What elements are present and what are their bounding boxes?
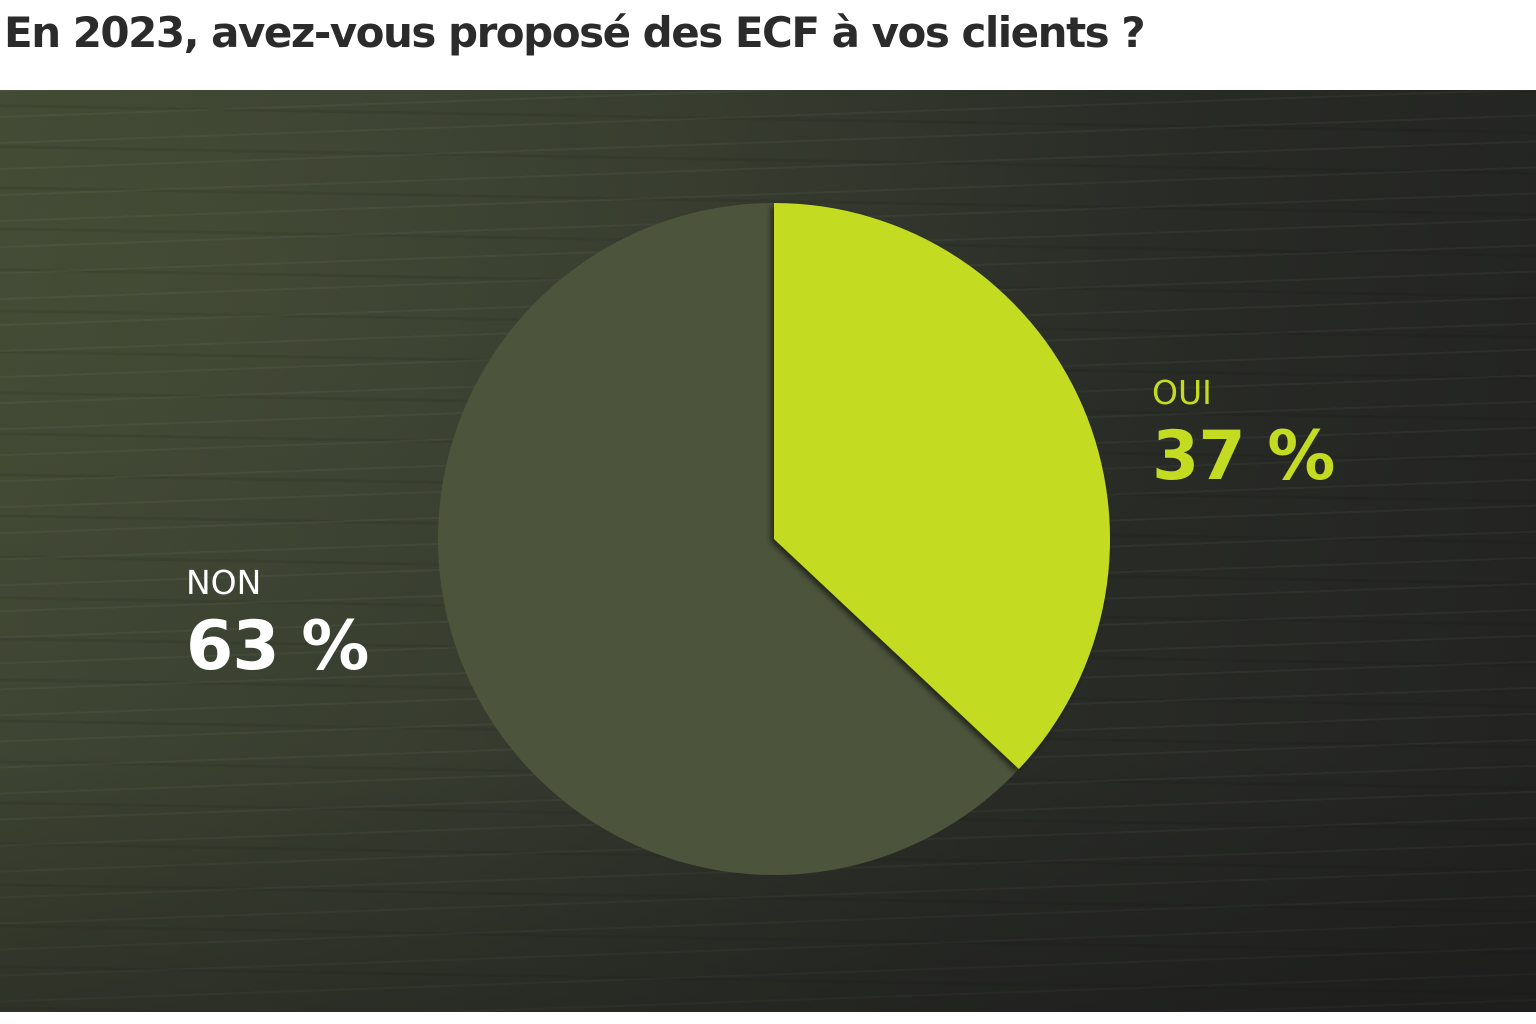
slice-label-non: NON 63 % (186, 563, 369, 686)
pie-slice-oui (774, 203, 1110, 770)
chart-panel: OUI 37 % NON 63 % (0, 90, 1536, 1012)
slice-name-oui: OUI (1152, 373, 1212, 412)
slice-value-oui: 37 % (1152, 417, 1335, 496)
pie-chart (437, 203, 1110, 876)
page-title: En 2023, avez-vous proposé des ECF à vos… (4, 8, 1146, 57)
slice-value-non: 63 % (186, 607, 369, 686)
slice-name-non: NON (186, 563, 262, 602)
pie-slice-non (437, 203, 1019, 876)
slice-label-oui: OUI 37 % (1152, 373, 1335, 496)
